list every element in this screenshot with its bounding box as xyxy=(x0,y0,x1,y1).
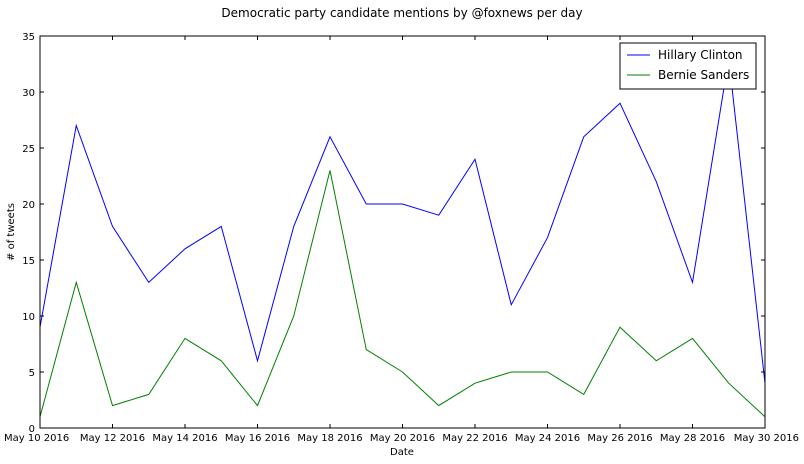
x-tick-label: May 12 2016 xyxy=(80,433,145,444)
legend-box xyxy=(619,42,757,90)
x-axis-label: Date xyxy=(390,447,414,458)
y-tick-label: 25 xyxy=(22,144,35,155)
x-tick-label: May 28 2016 xyxy=(660,433,725,444)
x-tick-label: May 10 2016 xyxy=(4,433,69,444)
series-line-bernie-sanders xyxy=(39,170,766,418)
x-tick-label: May 18 2016 xyxy=(297,433,362,444)
x-axis: May 10 2016 May 12 2016 May 14 2016 May 16 … xyxy=(4,36,799,444)
y-tick-label: 20 xyxy=(22,200,35,211)
legend-label: Hillary Clinton xyxy=(658,48,743,62)
y-tick-label: 30 xyxy=(22,88,35,99)
legend-label: Bernie Sanders xyxy=(658,68,749,82)
x-tick-label: May 26 2016 xyxy=(587,433,652,444)
x-tick-label: May 30 2016 xyxy=(734,433,799,444)
x-tick-label: May 24 2016 xyxy=(515,433,580,444)
x-tick-label: May 20 2016 xyxy=(370,433,435,444)
x-tick-label: May 14 2016 xyxy=(152,433,217,444)
series-line-hillary-clinton xyxy=(39,58,766,384)
y-tick-label: 0 xyxy=(29,424,35,435)
plot-frame xyxy=(39,35,766,429)
y-tick-label: 35 xyxy=(22,32,35,43)
y-tick-label: 10 xyxy=(22,312,35,323)
chart-title: Democratic party candidate mentions by @… xyxy=(221,6,582,20)
y-axis-label: # of tweets xyxy=(6,203,17,261)
y-tick-label: 15 xyxy=(22,256,35,267)
y-tick-label: 5 xyxy=(29,368,35,379)
x-tick-label: May 22 2016 xyxy=(442,433,507,444)
legend: Hillary Clinton Bernie Sanders xyxy=(619,42,757,90)
y-axis: 0 5 10 15 20 25 30 35 xyxy=(22,32,765,435)
x-tick-label: May 16 2016 xyxy=(225,433,290,444)
series-lines xyxy=(39,58,766,418)
